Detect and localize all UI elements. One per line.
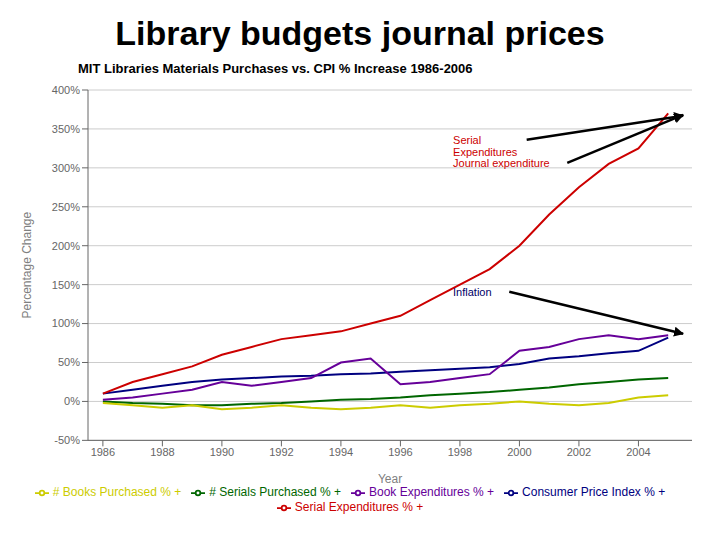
svg-text:50%: 50% [58,356,80,368]
html-text:Library budgets journal prices: Library budgets journal prices [115,14,605,52]
svg-text:0%: 0% [64,395,80,407]
svg-text:200%: 200% [52,240,80,252]
svg-text:2002: 2002 [567,446,591,458]
html-text:Consumer Price Index % +: Consumer Price Index % + [522,485,666,500]
svg-text:1990: 1990 [210,446,234,458]
html-text:MIT Libraries Materials Purcha: MIT Libraries Materials Purchases vs. CP… [78,61,473,76]
html-text:# Serials Purchased % +: # Serials Purchased % + [209,485,341,500]
svg-text:250%: 250% [52,201,80,213]
svg-text:1988: 1988 [150,446,174,458]
svg-text:1994: 1994 [329,446,353,458]
svg-text:Inflation: Inflation [453,286,492,298]
svg-text:350%: 350% [52,123,80,135]
svg-text:2000: 2000 [507,446,531,458]
svg-text:2004: 2004 [626,446,650,458]
svg-text:1996: 1996 [388,446,412,458]
svg-text:1992: 1992 [269,446,293,458]
svg-text:1998: 1998 [448,446,472,458]
svg-text:Percentage Change: Percentage Change [20,211,34,318]
html-text:Serial Expenditures % +: Serial Expenditures % + [294,500,424,515]
svg-text:1986: 1986 [91,446,115,458]
svg-text:400%: 400% [52,84,80,96]
html-text:# Books Purchased % +: # Books Purchased % + [52,485,182,500]
svg-text:100%: 100% [52,317,80,329]
svg-text:Journal expenditure: Journal expenditure [453,157,550,169]
svg-text:Year: Year [378,472,402,486]
html-text:Book Expenditures % +: Book Expenditures % + [369,485,495,500]
svg-text:SerialExpenditures: SerialExpenditures [453,134,518,158]
svg-text:-50%: -50% [54,434,80,446]
svg-text:150%: 150% [52,279,80,291]
svg-text:300%: 300% [52,162,80,174]
